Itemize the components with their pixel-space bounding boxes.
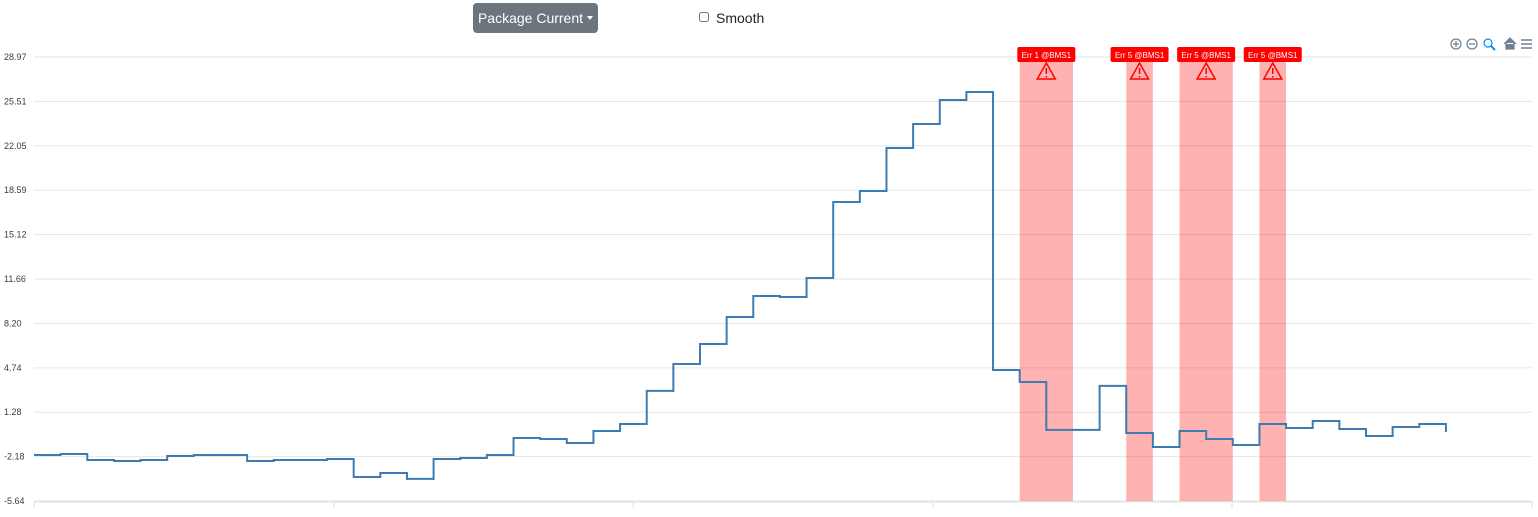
zoom-out-icon[interactable] [1466,38,1478,50]
y-tick-label: 22.05 [4,141,27,151]
annotation-label-box [1177,47,1236,62]
annotation-band [1259,57,1287,501]
y-tick-label: 8.20 [4,318,22,328]
annotation-band [1126,57,1153,501]
x-axis-ticks [33,502,1533,508]
annotation-band [1179,57,1233,501]
menu-icon[interactable] [1521,39,1532,49]
annotation-label: Err 1 @BMS1 [1022,51,1072,60]
y-tick-label: -5.64 [4,496,25,506]
warning-icon [1036,61,1057,80]
annotation-label: Err 5 @BMS1 [1181,51,1231,60]
y-tick-label: 1.28 [4,407,22,417]
x-axis [33,501,1533,508]
annotation-band [1019,57,1073,501]
chart-toolbar [1450,37,1532,51]
zoom-select-icon[interactable] [1483,38,1493,48]
smooth-checkbox[interactable] [699,12,709,22]
warning-icon [1129,61,1150,80]
annotation-label-box [1017,47,1076,62]
y-tick-label: 15.12 [4,230,27,240]
home-icon[interactable] [1503,37,1517,50]
annotation-label-box [1243,47,1302,62]
annotation-label: Err 5 @BMS1 [1115,51,1165,60]
y-tick-label: 4.74 [4,363,22,373]
warning-icon [1195,61,1217,80]
y-tick-label: 25.51 [4,96,27,106]
series [34,91,1447,480]
annotation-label-box [1110,47,1169,62]
annotations [1019,57,1287,501]
zoom-in-icon[interactable] [1450,38,1462,50]
zoom-in-plus [1453,41,1459,47]
y-tick-label: -2.18 [4,452,25,462]
zoom-select-handle [1490,45,1496,51]
dropdown-button[interactable]: Package Current [473,3,598,33]
y-tick-label: 28.97 [4,52,27,62]
checkbox-label[interactable]: Smooth [716,10,765,26]
y-tick-label: 11.66 [4,274,26,284]
y-tick-label: 18.59 [4,185,27,195]
annotation-label: Err 5 @BMS1 [1248,51,1298,60]
warning-icon [1262,61,1284,80]
